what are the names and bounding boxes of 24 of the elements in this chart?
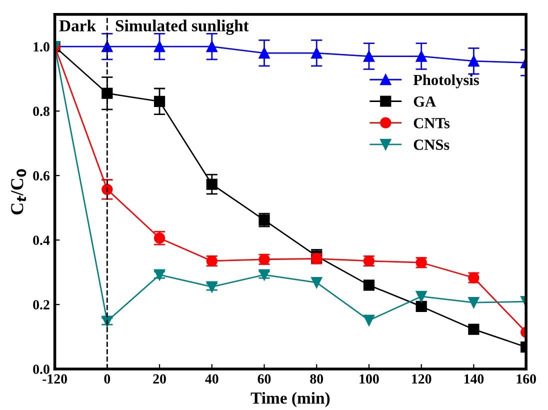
legend-label: Photolysis: [413, 74, 479, 88]
y-tick-label: 0.6: [33, 171, 50, 181]
x-tick-label: 100: [360, 374, 379, 384]
x-tick-label: 160: [516, 374, 536, 384]
y-tick-label: 0.8: [33, 106, 50, 116]
x-axis-title: Time (min): [250, 392, 330, 408]
legend-label: CNSs: [414, 140, 450, 150]
x-tick-label: -120: [42, 374, 67, 384]
x-tick-label: 60: [258, 374, 271, 384]
annotation: Simulated sunlight: [116, 20, 249, 35]
x-tick-label: 80: [310, 374, 324, 384]
x-tick-label: 40: [205, 374, 218, 384]
x-tick-label: 20: [153, 374, 166, 384]
annotation: Dark: [59, 20, 96, 32]
y-tick-label: 1.0: [34, 42, 50, 52]
legend-label: GA: [414, 96, 436, 107]
y-axis-title: C$_{t}$/C$_{0}$: [11, 169, 26, 214]
y-tick-label: 0.2: [33, 300, 50, 310]
x-tick-label: 140: [464, 374, 484, 384]
x-tick-label: 0: [104, 374, 110, 384]
x-tick-label: 120: [412, 374, 432, 384]
legend-label: CNTs: [414, 118, 450, 128]
y-tick-label: 0.0: [33, 364, 50, 374]
y-tick-label: 0.4: [33, 236, 50, 246]
